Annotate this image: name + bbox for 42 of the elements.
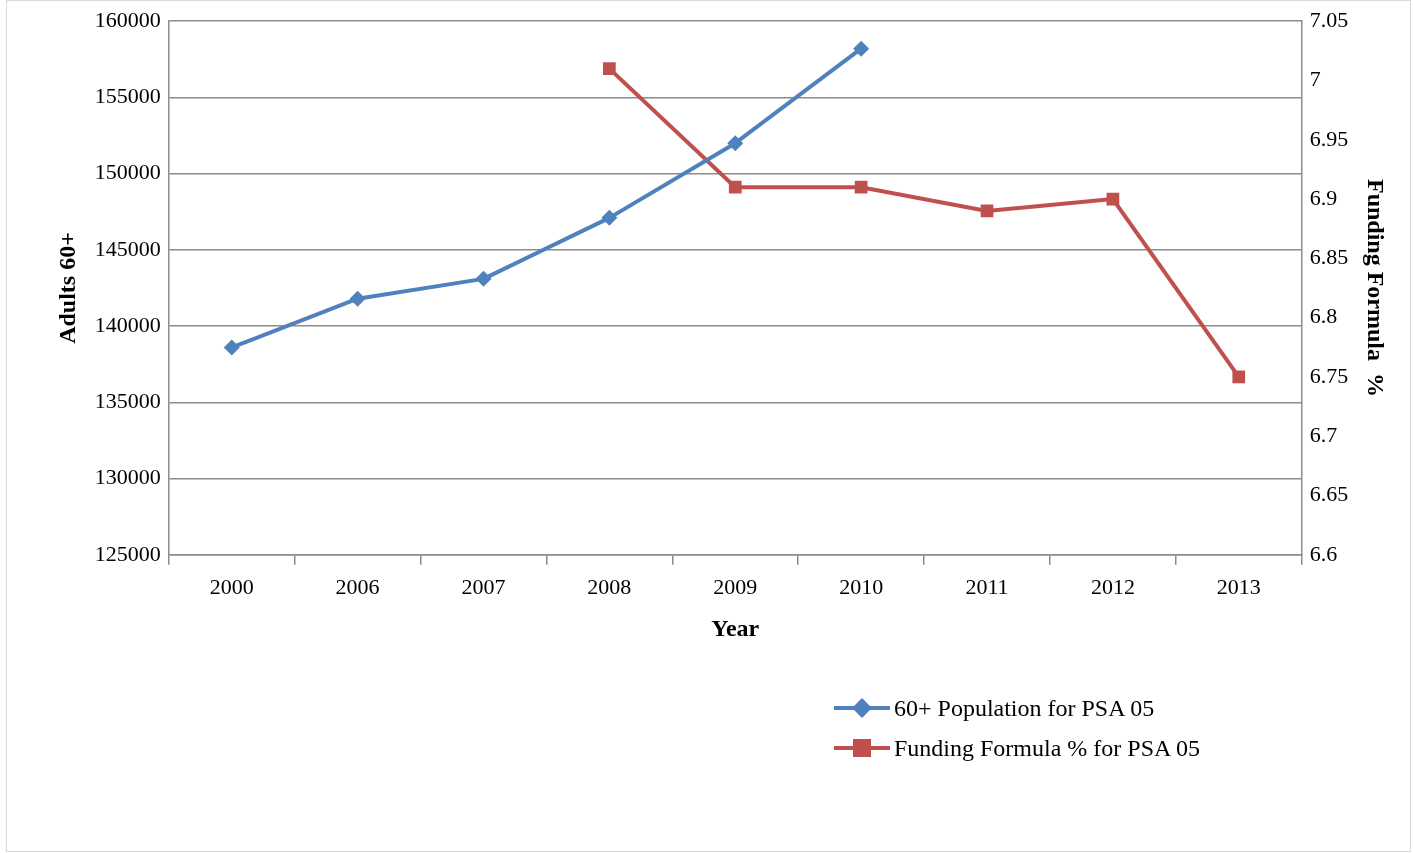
point bbox=[601, 209, 618, 226]
y-tick-label: 155000 bbox=[94, 83, 161, 109]
point bbox=[603, 62, 616, 75]
x-tick-label: 2013 bbox=[1216, 573, 1261, 599]
y-tick-label: 130000 bbox=[94, 464, 161, 490]
y-axis-title: Adults 60+ bbox=[53, 232, 80, 344]
legend-label: Funding Formula % for PSA 05 bbox=[894, 734, 1201, 762]
y-tick-label: 135000 bbox=[94, 388, 161, 414]
x-tick-label: 2012 bbox=[1090, 573, 1135, 599]
y2-tick-label: 7 bbox=[1309, 66, 1321, 92]
y2-tick-label: 6.75 bbox=[1309, 362, 1349, 388]
y-tick-label: 160000 bbox=[94, 6, 161, 32]
x-tick-label: 2009 bbox=[713, 573, 758, 599]
point bbox=[728, 180, 742, 194]
y2-tick-label: 6.8 bbox=[1309, 303, 1338, 329]
x-tick-label: 2011 bbox=[965, 573, 1009, 599]
point bbox=[727, 135, 744, 152]
y2-tick-label: 6.95 bbox=[1309, 125, 1349, 151]
y2-tick-label: 7.05 bbox=[1309, 6, 1349, 32]
point bbox=[854, 180, 868, 194]
point bbox=[1232, 370, 1246, 384]
point bbox=[223, 339, 240, 356]
legend-label: 60+ Population for PSA 05 bbox=[894, 694, 1155, 722]
y2-tick-label: 6.65 bbox=[1309, 481, 1349, 507]
y-tick-label: 150000 bbox=[94, 159, 161, 185]
y-tick-label: 125000 bbox=[94, 540, 161, 566]
point bbox=[475, 270, 492, 287]
x-tick-label: 2000 bbox=[209, 573, 254, 599]
point bbox=[349, 290, 366, 307]
y2-tick-label: 6.85 bbox=[1309, 244, 1349, 270]
x-tick-label: 2010 bbox=[839, 573, 884, 599]
x-tick-label: 2008 bbox=[587, 573, 632, 599]
y2-axis-title: Funding Formula % bbox=[1363, 178, 1390, 398]
y-tick-label: 140000 bbox=[94, 311, 161, 337]
x-tick-label: 2007 bbox=[461, 573, 506, 599]
x-axis-title: Year bbox=[711, 614, 760, 641]
y2-tick-label: 6.7 bbox=[1309, 422, 1338, 447]
y2-tick-label: 6.9 bbox=[1309, 184, 1338, 210]
y-tick-label: 145000 bbox=[94, 235, 161, 261]
y2-tick-label: 6.6 bbox=[1309, 540, 1338, 566]
point bbox=[853, 40, 870, 57]
x-tick-label: 2006 bbox=[335, 573, 380, 599]
